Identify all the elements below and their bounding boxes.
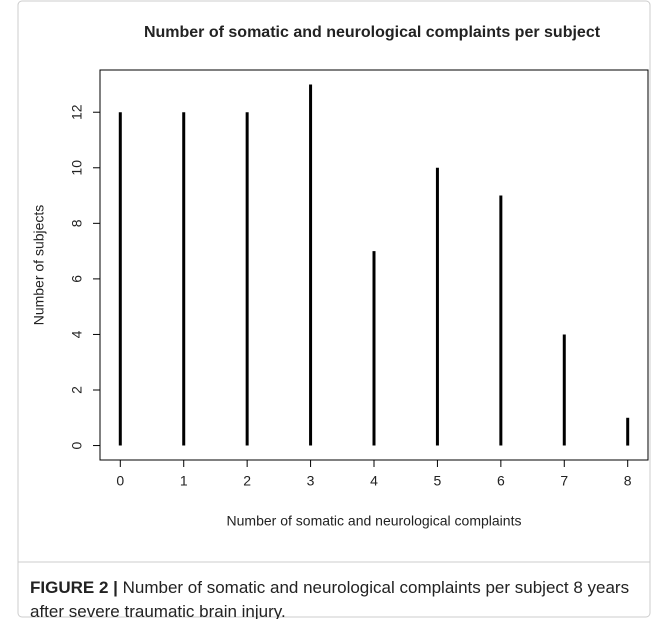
y-tick-label: 6 xyxy=(69,275,85,283)
y-tick-label: 2 xyxy=(69,386,85,394)
y-tick-label: 0 xyxy=(69,441,85,449)
x-axis-label: Number of somatic and neurological compl… xyxy=(227,513,522,529)
x-tick-label: 4 xyxy=(370,473,378,489)
x-tick-label: 6 xyxy=(497,473,505,489)
x-tick-label: 2 xyxy=(243,473,251,489)
chart-title: Number of somatic and neurological compl… xyxy=(144,24,601,41)
frame xyxy=(17,0,651,618)
caption: FIGURE 2 | Number of somatic and neurolo… xyxy=(30,576,645,619)
caption-text: Number of somatic and neurological compl… xyxy=(30,578,630,619)
x-tick-label: 1 xyxy=(180,473,188,489)
x-tick-label: 8 xyxy=(624,473,632,489)
y-axis-label: Number of subjects xyxy=(31,205,47,326)
x-tick-label: 3 xyxy=(307,473,315,489)
x-tick-label: 0 xyxy=(116,473,124,489)
x-tick-label: 7 xyxy=(560,473,568,489)
caption-label: FIGURE 2 | xyxy=(30,578,118,597)
y-tick-label: 8 xyxy=(69,219,85,227)
y-tick-label: 10 xyxy=(69,160,85,176)
x-tick-label: 5 xyxy=(434,473,442,489)
y-tick-label: 12 xyxy=(69,104,85,120)
y-tick-label: 4 xyxy=(69,330,85,338)
